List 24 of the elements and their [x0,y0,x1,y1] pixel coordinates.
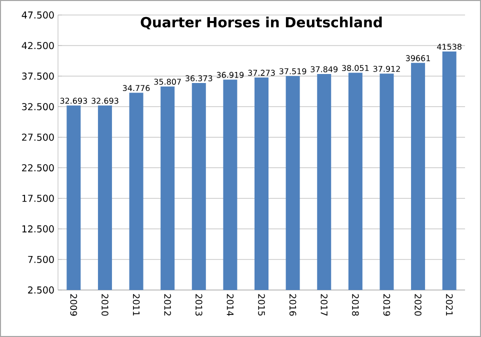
x-tick-label: 2016 [289,294,296,316]
y-tick-label: 7.500 [28,256,54,264]
y-tick-label: 27.500 [22,134,54,141]
x-tick-label: 2021 [446,294,453,316]
x-tick-label: 2013 [196,294,202,316]
y-tick-label: 37.500 [22,72,54,80]
x-tick-label: 2009 [70,294,78,316]
y-tick-label: 47.500 [22,11,54,19]
x-tick-label: 2014 [226,294,234,316]
chart-title: Quarter Horses in Deutschland [140,16,382,30]
x-tick-label: 2011 [132,294,140,316]
x-tick-label: 2017 [320,294,328,316]
x-tick-label: 2020 [414,294,422,316]
y-tick-label: 2.500 [28,286,54,294]
x-tick-label: 2018 [352,294,359,316]
y-tick-label: 22.500 [22,164,54,172]
y-tick-label: 32.500 [22,103,54,110]
x-tick-label: 2012 [164,294,171,316]
x-tick-label: 2015 [258,294,265,316]
x-tick-label: 2010 [102,294,108,316]
y-tick-label: 42.500 [22,42,54,50]
y-tick-label: 12.500 [22,225,54,232]
y-tick-label: 17.500 [22,194,54,202]
x-tick-label: 2019 [383,294,390,316]
